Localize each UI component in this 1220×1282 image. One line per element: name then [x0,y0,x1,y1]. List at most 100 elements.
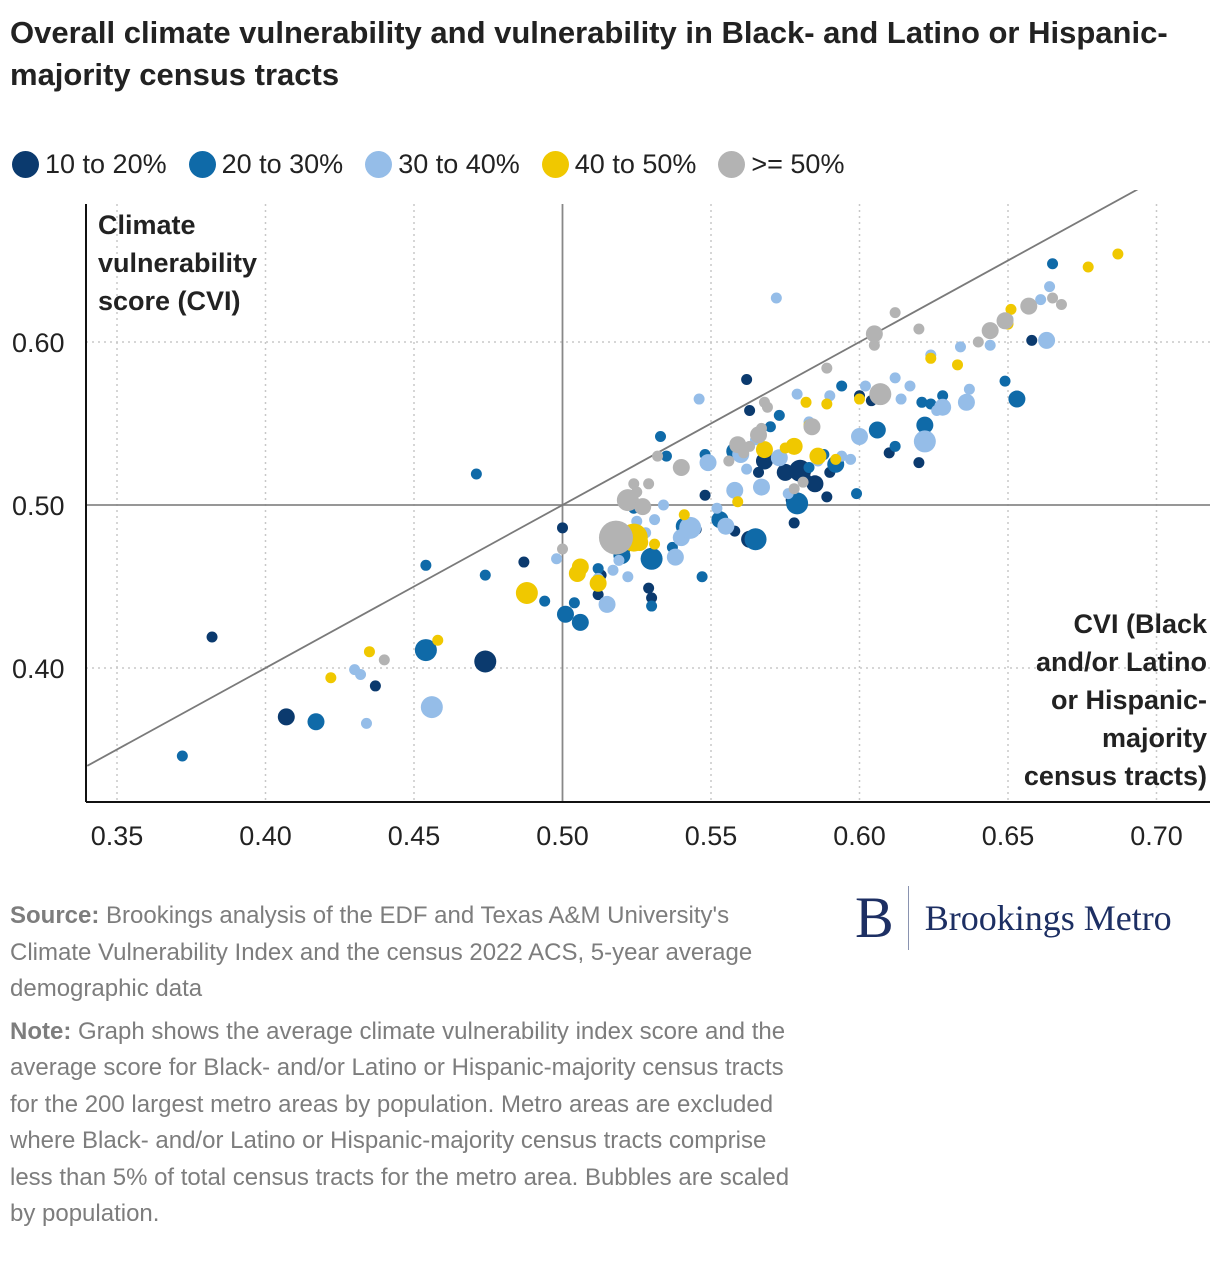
data-point [806,475,824,493]
data-point [999,375,1011,387]
brand-name: Brookings Metro [924,898,1172,938]
data-point [631,533,649,551]
x-axis-label-line: CVI (Black [1073,609,1208,639]
data-point [589,574,607,592]
data-point [744,528,767,551]
data-point [934,398,952,416]
data-point [1047,292,1059,304]
x-tick-label: 0.45 [388,821,441,851]
legend-swatch [12,150,39,178]
brookings-metro-logo: B Brookings Metro [855,886,1172,950]
data-point [649,514,661,526]
data-point [752,478,770,496]
data-point [474,650,497,673]
data-point [865,325,883,343]
series-20-to-30- [176,258,1059,762]
grid-lines [86,204,1210,802]
data-point [821,362,833,374]
data-point [699,454,717,472]
legend-item-40-50: 40 to 50% [541,148,697,180]
data-point [360,717,372,729]
y-axis-label-line: vulnerability [98,248,257,278]
data-point [788,517,800,529]
x-axis-label: CVI (Black and/or Latino or Hispanic-major… [1024,609,1208,791]
data-point [622,571,634,583]
legend-swatch [718,150,746,178]
reference-line-diagonal [86,190,1139,767]
data-point [643,478,655,490]
data-point [206,631,218,643]
data-point [845,453,857,465]
data-point [972,336,984,348]
data-point [592,563,604,575]
y-tick-label: 0.40 [12,654,65,684]
data-point [571,613,589,631]
data-point [420,696,443,719]
data-point [830,453,842,465]
data-points [176,248,1124,762]
legend-swatch [365,150,393,178]
data-point [741,373,753,385]
data-point [851,488,863,500]
data-point [954,341,966,353]
data-point [895,393,907,405]
data-point [797,476,809,488]
data-point [363,646,375,658]
data-point [913,323,925,335]
data-point [607,564,619,576]
data-point [652,450,664,462]
data-point [1038,331,1056,349]
x-tick-label: 0.55 [685,821,738,851]
chart-title: Overall climate vulnerability and vulner… [10,15,1168,92]
note: Note: Graph shows the average climate vu… [10,1014,810,1233]
data-point [325,672,337,684]
x-axis-label-line: or Hispanic- [1051,685,1207,715]
tick-labels: 0.35 0.40 0.45 0.50 0.55 0.60 0.65 0.70 0.40 0.50… [12,328,1183,851]
data-point [1112,248,1124,260]
legend-item-50-plus: >= 50% [718,149,844,180]
data-point [868,421,886,439]
data-point [649,538,661,550]
data-point [592,589,604,601]
data-point [539,595,551,607]
data-point [470,468,482,480]
data-point [889,440,901,452]
data-point [957,393,975,411]
data-point [916,416,934,434]
axes [85,204,1210,803]
legend-item-30-40: 30 to 40% [365,149,520,180]
data-point [432,634,444,646]
data-point [854,393,865,405]
series-40-to-50- [325,248,1124,684]
note-label: Note: [10,1017,72,1045]
legend-item-10-20: 10 to 20% [12,149,167,180]
y-tick-label: 0.50 [12,491,65,521]
data-point [1055,299,1067,311]
x-tick-label: 0.60 [833,821,886,851]
data-point [378,654,390,666]
data-point [753,466,765,478]
data-point [557,522,568,534]
data-point [836,380,848,392]
y-axis-label-line: score (CVI) [98,286,241,316]
data-point [717,517,735,535]
y-axis-label-line: Climate [98,210,196,240]
data-point [889,372,901,384]
legend-label: 40 to 50% [574,148,697,179]
data-point [744,404,756,416]
data-point [770,292,782,304]
y-tick-label: 0.60 [12,328,65,358]
data-point [571,558,589,576]
data-point [646,600,658,612]
footer-notes: Source: Brookings analysis of the EDF an… [10,898,810,1239]
data-point [869,383,892,406]
data-point [631,486,643,498]
data-point [723,455,735,467]
data-point [598,520,633,555]
data-point [666,548,684,566]
data-point [913,430,936,453]
data-point [981,322,999,340]
data-point [678,509,690,521]
data-point [414,639,437,662]
data-point [741,463,753,475]
